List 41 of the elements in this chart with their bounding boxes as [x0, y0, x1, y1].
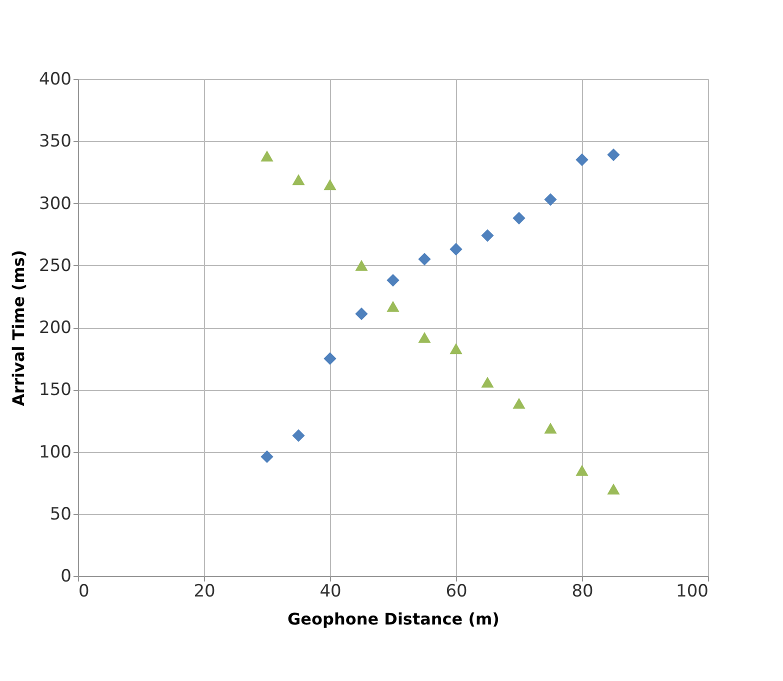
y-tick-label: 100 — [39, 442, 72, 462]
x-tick-label: 60 — [446, 582, 468, 602]
point — [292, 174, 305, 186]
point — [512, 398, 526, 409]
x-tick-label: 80 — [572, 582, 594, 602]
point — [576, 153, 588, 166]
y-axis-title: Arrival Time (ms) — [9, 250, 28, 406]
point — [386, 274, 400, 287]
x-tick-label: 100 — [676, 582, 708, 602]
point — [418, 332, 431, 343]
point — [355, 308, 368, 320]
y-tick-label: 350 — [39, 132, 72, 152]
point — [607, 148, 620, 162]
point — [450, 343, 462, 354]
point — [386, 300, 400, 312]
point — [418, 252, 431, 266]
point — [292, 429, 305, 442]
y-tick-label: 250 — [39, 256, 72, 276]
y-tick-label: 0 — [60, 566, 72, 586]
point — [544, 422, 557, 434]
point — [607, 484, 620, 494]
point — [260, 150, 274, 162]
point — [324, 352, 336, 365]
point — [355, 260, 368, 271]
point — [481, 229, 494, 242]
y-tick-label: 300 — [39, 194, 72, 214]
x-tick-label: 0 — [78, 582, 90, 602]
x-tick-label: 20 — [194, 582, 216, 602]
x-axis-title: Geophone Distance (m) — [288, 610, 500, 628]
x-tick-label: 40 — [320, 582, 342, 602]
y-tick-label: 50 — [50, 504, 72, 524]
y-tick-label: 200 — [39, 318, 72, 338]
point — [260, 450, 274, 464]
point — [450, 242, 462, 256]
point — [481, 376, 494, 388]
y-tick-label: 150 — [39, 380, 72, 400]
point — [512, 212, 526, 224]
y-tick-label: 400 — [39, 70, 72, 90]
point — [544, 193, 557, 206]
point — [324, 179, 336, 190]
point — [576, 464, 588, 476]
